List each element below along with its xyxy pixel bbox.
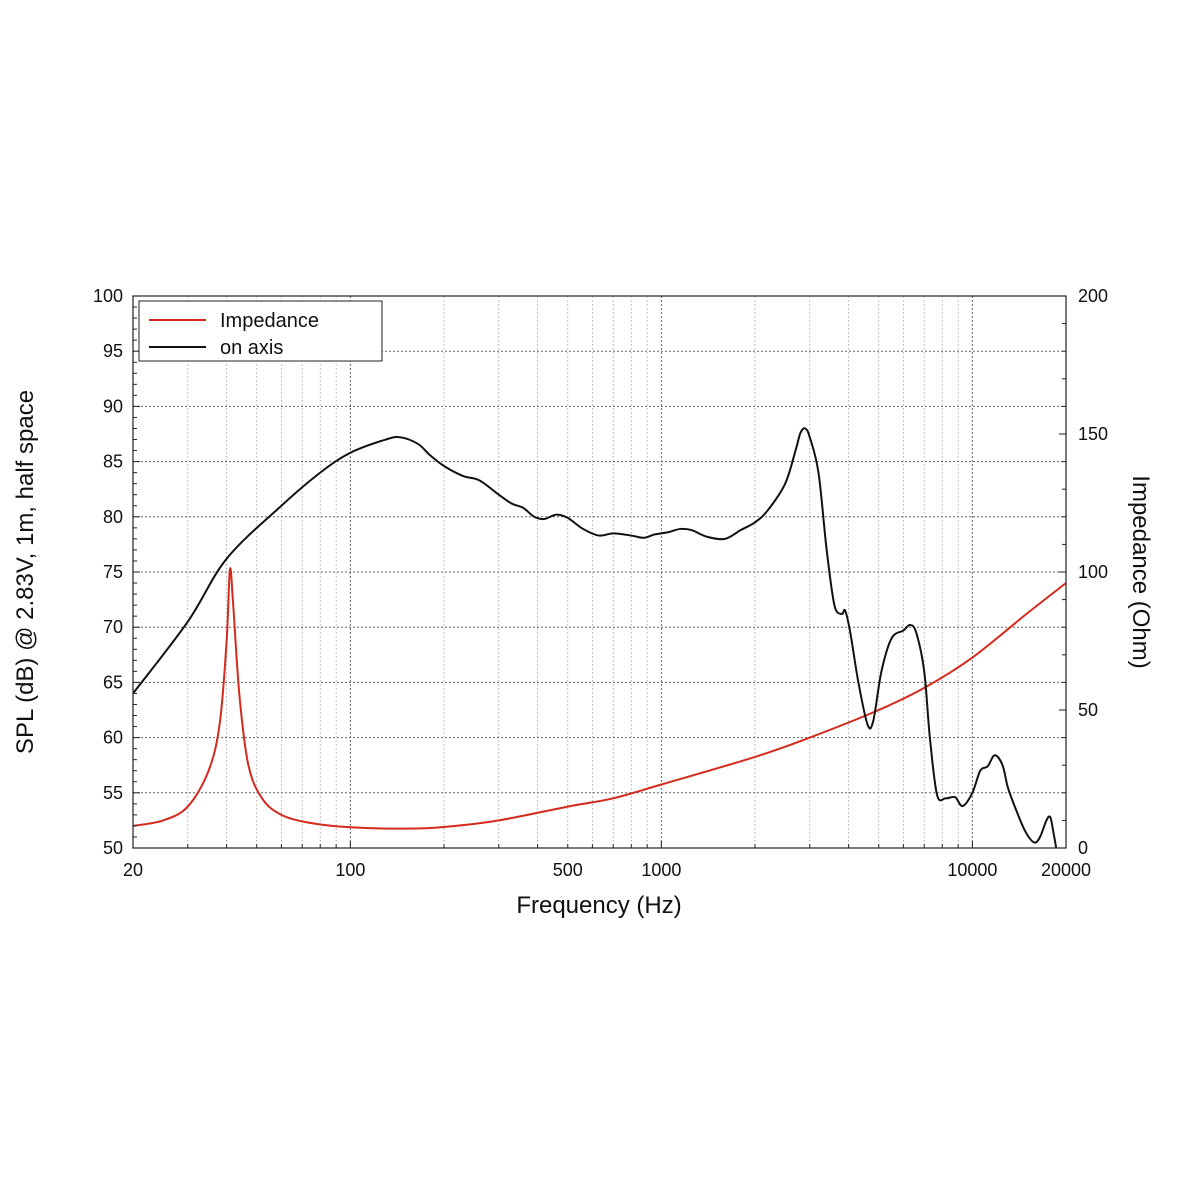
y-left-tick-label: 50 <box>103 838 123 858</box>
legend-label-impedance: Impedance <box>220 310 319 332</box>
series-layer <box>133 427 1066 848</box>
y-left-tick-label: 95 <box>103 341 123 361</box>
x-axis-title: Frequency (Hz) <box>516 892 681 919</box>
series-line-on-axis <box>133 427 1058 848</box>
y-right-tick-label: 50 <box>1078 700 1098 720</box>
y-left-tick-label: 60 <box>103 728 123 748</box>
legend-label-on-axis: on axis <box>220 337 283 359</box>
y-left-tick-label: 85 <box>103 452 123 472</box>
y-axis-left-title: SPL (dB) @ 2.83V, 1m, half space <box>12 390 39 754</box>
y-right-tick-label: 0 <box>1078 838 1088 858</box>
y-right-tick-label: 200 <box>1078 286 1108 306</box>
y-right-tick-label: 150 <box>1078 424 1108 444</box>
y-left-tick-label: 55 <box>103 783 123 803</box>
x-tick-label: 10000 <box>947 860 997 880</box>
y-left-tick-label: 75 <box>103 562 123 582</box>
y-left-tick-label: 100 <box>93 286 123 306</box>
y-left-tick-label: 70 <box>103 617 123 637</box>
x-tick-label: 100 <box>335 860 365 880</box>
y-right-tick-label: 100 <box>1078 562 1108 582</box>
y-left-tick-label: 90 <box>103 396 123 416</box>
y-left-tick-label: 80 <box>103 507 123 527</box>
x-tick-label: 500 <box>553 860 583 880</box>
x-tick-label: 1000 <box>641 860 681 880</box>
series-line-impedance <box>133 567 1066 830</box>
grid <box>133 296 1066 848</box>
y-left-tick-label: 65 <box>103 672 123 692</box>
legend-box <box>138 300 383 362</box>
x-tick-label: 20 <box>123 860 143 880</box>
legend: Impedance on axis <box>138 300 383 362</box>
y-axis-right-title: Impedance (Ohm) <box>1127 475 1154 668</box>
x-tick-label: 20000 <box>1041 860 1091 880</box>
